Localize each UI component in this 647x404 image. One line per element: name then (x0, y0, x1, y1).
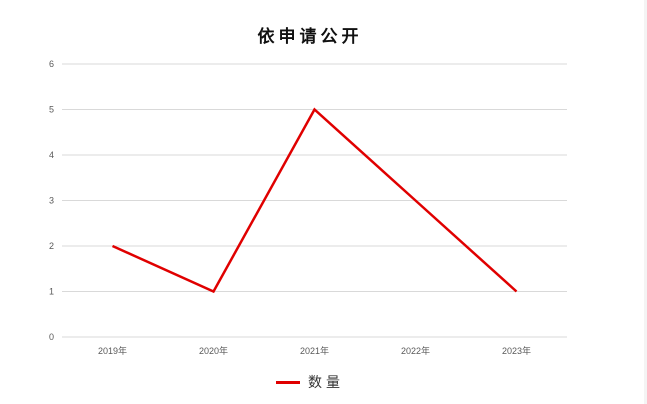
y-tick-label: 3 (49, 196, 54, 206)
x-tick-label: 2021年 (300, 345, 329, 356)
legend-swatch (276, 380, 300, 384)
y-tick-label: 4 (49, 150, 54, 160)
legend: 数量 (276, 372, 344, 392)
x-tick-label: 2023年 (502, 345, 531, 356)
y-tick-label: 0 (49, 332, 54, 342)
x-tick-label: 2022年 (401, 345, 430, 356)
x-tick-label: 2019年 (98, 345, 127, 356)
x-tick-label: 2020年 (199, 345, 228, 356)
y-tick-label: 5 (49, 105, 54, 115)
legend-label: 数量 (308, 375, 344, 391)
chart-title: 依申请公开 (257, 27, 363, 47)
y-tick-label: 2 (49, 241, 54, 251)
y-tick-label: 1 (49, 287, 54, 297)
y-tick-label: 6 (49, 59, 54, 69)
window-edge (644, 0, 647, 404)
